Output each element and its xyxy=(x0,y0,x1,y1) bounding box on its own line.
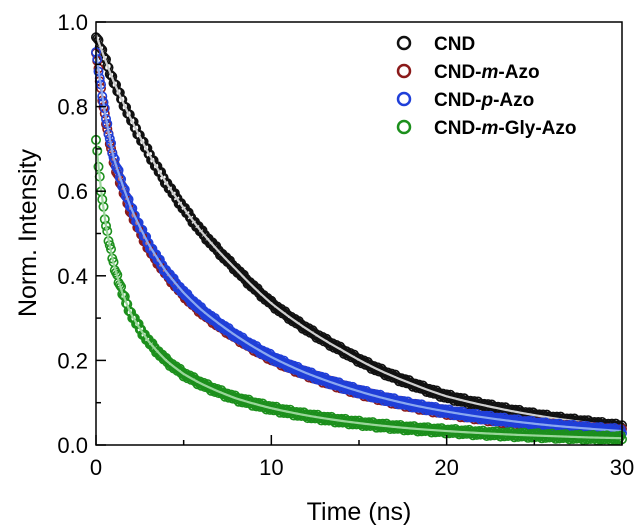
x-axis-title: Time (ns) xyxy=(307,498,412,526)
y-tick-label: 0.8 xyxy=(57,95,88,120)
data-point xyxy=(118,183,129,194)
series-cnd-m-gly-azo xyxy=(91,134,627,446)
series-cnd-m-azo xyxy=(91,48,627,439)
plot-frame xyxy=(95,21,623,446)
series-layer xyxy=(91,32,627,446)
legend-marker xyxy=(396,63,412,79)
y-tick-label: 0.4 xyxy=(57,264,88,289)
x-tick-label: 30 xyxy=(610,455,634,480)
x-tick-label: 0 xyxy=(90,455,102,480)
legend-label: CND-m-Azo xyxy=(434,62,540,83)
legend-item-cnd-m-azo: CND-m-Azo xyxy=(396,62,540,83)
tick-layer: 0 10 20 30 0.0 0.2 0.4 0.6 0.8 1.0 xyxy=(57,10,634,480)
y-tick-label: 0.2 xyxy=(57,348,88,373)
fit-line xyxy=(94,34,623,428)
legend-label: CND xyxy=(434,34,475,55)
legend-label: CND-p-Azo xyxy=(434,90,534,111)
fit-line xyxy=(94,140,623,440)
legend-item-cnd-p-azo: CND-p-Azo xyxy=(396,90,534,111)
legend-item-cnd: CND xyxy=(396,34,475,55)
y-tick-label: 1.0 xyxy=(57,10,88,35)
series-cnd-p-azo xyxy=(91,47,627,439)
legend-marker xyxy=(396,35,412,51)
fit-line xyxy=(94,51,623,433)
legend: CND CND-m-Azo CND-p-Azo CND-m-Gly-Azo xyxy=(396,34,577,139)
legend-label: CND-m-Gly-Azo xyxy=(434,118,577,139)
series-cnd xyxy=(91,32,627,435)
data-point xyxy=(112,163,123,174)
legend-marker xyxy=(396,91,412,107)
y-tick-label: 0.6 xyxy=(57,179,88,204)
y-tick-label: 0.0 xyxy=(57,433,88,458)
x-tick-label: 20 xyxy=(434,455,458,480)
legend-item-cnd-m-gly-azo: CND-m-Gly-Azo xyxy=(396,118,577,139)
x-tick-label: 10 xyxy=(259,455,283,480)
legend-marker xyxy=(396,119,412,135)
y-axis-title: Norm. Intensity xyxy=(14,148,42,317)
data-point xyxy=(114,279,125,290)
